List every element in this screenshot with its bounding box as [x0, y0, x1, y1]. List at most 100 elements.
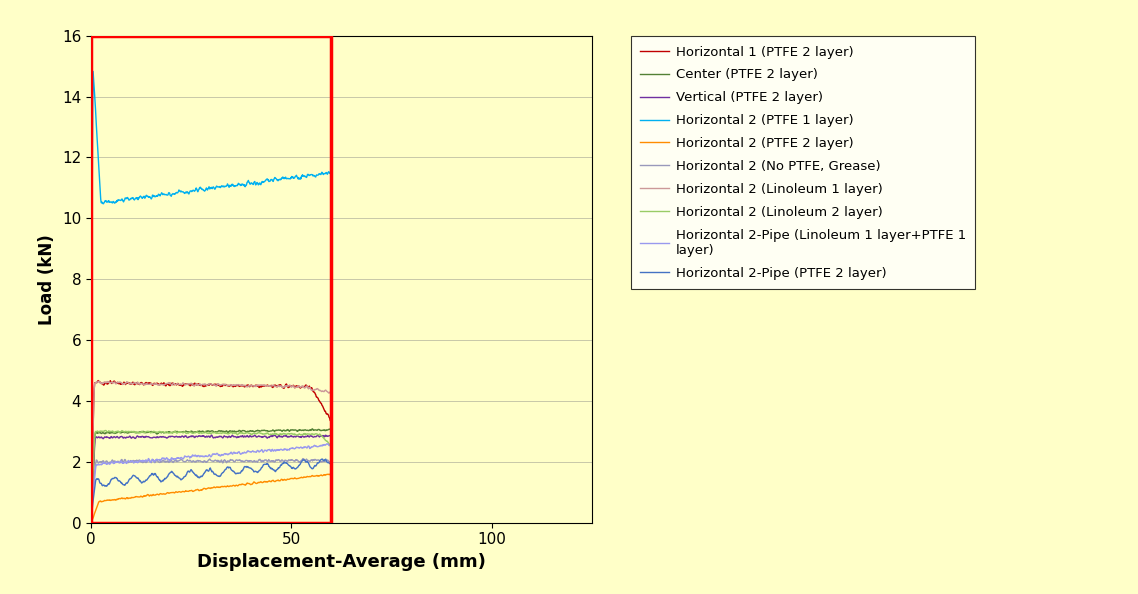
Horizontal 2 (No PTFE, Grease)	[265, 457, 279, 465]
Line: Horizontal 2 (No PTFE, Grease): Horizontal 2 (No PTFE, Grease)	[91, 459, 331, 514]
Horizontal 1 (PTFE 2 layer)	[324, 444, 338, 451]
Horizontal 2 (Linoleum 2 layer)	[245, 431, 258, 438]
Center (PTFE 2 layer)	[146, 429, 159, 436]
Horizontal 2 (Linoleum 2 layer)	[324, 461, 338, 468]
Horizontal 2 (PTFE 2 layer)	[324, 482, 338, 489]
Horizontal 2 (PTFE 2 layer)	[225, 482, 239, 489]
Horizontal 1 (PTFE 2 layer)	[84, 507, 98, 514]
Y-axis label: Load (kN): Load (kN)	[39, 234, 57, 324]
Horizontal 2 (Linoleum 1 layer)	[92, 378, 106, 385]
Horizontal 2 (Linoleum 1 layer)	[193, 381, 207, 388]
Vertical (PTFE 2 layer)	[245, 433, 258, 440]
Horizontal 2 (PTFE 2 layer)	[193, 486, 207, 494]
Horizontal 2 (PTFE 2 layer)	[84, 519, 98, 526]
Vertical (PTFE 2 layer)	[126, 434, 140, 441]
Line: Horizontal 2-Pipe (Linoleum 1 layer+PTFE 1
layer): Horizontal 2-Pipe (Linoleum 1 layer+PTFE…	[91, 444, 331, 517]
Vertical (PTFE 2 layer)	[226, 432, 240, 440]
Horizontal 2-Pipe (Linoleum 1 layer+PTFE 1
layer)	[126, 459, 140, 466]
Horizontal 1 (PTFE 2 layer)	[127, 380, 141, 387]
Horizontal 2 (Linoleum 2 layer)	[226, 429, 240, 437]
Horizontal 2 (PTFE 1 layer)	[86, 68, 100, 75]
Horizontal 2 (PTFE 2 layer)	[126, 494, 140, 501]
Horizontal 2 (PTFE 1 layer)	[147, 192, 160, 199]
Center (PTFE 2 layer)	[84, 512, 98, 519]
Line: Horizontal 2-Pipe (PTFE 2 layer): Horizontal 2-Pipe (PTFE 2 layer)	[91, 459, 331, 519]
Horizontal 1 (PTFE 2 layer)	[91, 377, 105, 384]
Center (PTFE 2 layer)	[265, 427, 279, 434]
Center (PTFE 2 layer)	[225, 428, 239, 435]
Horizontal 2 (No PTFE, Grease)	[193, 457, 207, 465]
Line: Horizontal 1 (PTFE 2 layer): Horizontal 1 (PTFE 2 layer)	[91, 381, 331, 511]
Legend: Horizontal 1 (PTFE 2 layer), Center (PTFE 2 layer), Vertical (PTFE 2 layer), Hor: Horizontal 1 (PTFE 2 layer), Center (PTF…	[632, 36, 975, 289]
Horizontal 1 (PTFE 2 layer)	[265, 384, 279, 391]
Horizontal 2 (Linoleum 1 layer)	[147, 381, 160, 388]
Horizontal 2-Pipe (Linoleum 1 layer+PTFE 1
layer)	[324, 462, 338, 469]
Vertical (PTFE 2 layer)	[146, 434, 159, 441]
Horizontal 2 (Linoleum 1 layer)	[127, 380, 141, 387]
Horizontal 2-Pipe (Linoleum 1 layer+PTFE 1
layer)	[225, 451, 239, 458]
Horizontal 2-Pipe (PTFE 2 layer)	[324, 476, 338, 483]
Horizontal 2 (PTFE 1 layer)	[193, 184, 207, 191]
Horizontal 2 (No PTFE, Grease)	[146, 456, 159, 463]
X-axis label: Displacement-Average (mm): Displacement-Average (mm)	[197, 553, 486, 571]
Horizontal 2 (No PTFE, Grease)	[324, 473, 338, 480]
Horizontal 2 (PTFE 2 layer)	[323, 470, 337, 478]
Center (PTFE 2 layer)	[193, 428, 207, 435]
Horizontal 2 (Linoleum 2 layer)	[99, 427, 113, 434]
Center (PTFE 2 layer)	[126, 428, 140, 435]
Horizontal 2 (Linoleum 1 layer)	[245, 382, 258, 389]
Horizontal 2 (Linoleum 1 layer)	[324, 421, 338, 428]
Horizontal 2-Pipe (Linoleum 1 layer+PTFE 1
layer)	[245, 448, 258, 455]
Horizontal 2 (PTFE 2 layer)	[245, 481, 258, 488]
Horizontal 2-Pipe (PTFE 2 layer)	[126, 472, 140, 479]
Horizontal 2 (Linoleum 1 layer)	[84, 510, 98, 517]
Horizontal 2-Pipe (PTFE 2 layer)	[84, 516, 98, 523]
Horizontal 2 (Linoleum 1 layer)	[265, 383, 279, 390]
Vertical (PTFE 2 layer)	[84, 514, 98, 521]
Vertical (PTFE 2 layer)	[324, 454, 338, 461]
Horizontal 2 (Linoleum 2 layer)	[265, 430, 279, 437]
Horizontal 2 (No PTFE, Grease)	[245, 457, 258, 465]
Horizontal 2 (No PTFE, Grease)	[126, 457, 140, 464]
Horizontal 2 (PTFE 2 layer)	[265, 477, 279, 484]
Horizontal 2 (PTFE 1 layer)	[324, 255, 338, 263]
Center (PTFE 2 layer)	[324, 450, 338, 457]
Line: Horizontal 2 (PTFE 1 layer): Horizontal 2 (PTFE 1 layer)	[91, 71, 331, 485]
Horizontal 1 (PTFE 2 layer)	[245, 382, 258, 389]
Line: Horizontal 2 (Linoleum 2 layer): Horizontal 2 (Linoleum 2 layer)	[91, 431, 331, 516]
Horizontal 2-Pipe (PTFE 2 layer)	[245, 465, 258, 472]
Horizontal 2 (Linoleum 2 layer)	[147, 428, 160, 435]
Horizontal 2 (Linoleum 2 layer)	[127, 428, 141, 435]
Vertical (PTFE 2 layer)	[205, 431, 218, 438]
Horizontal 2 (No PTFE, Grease)	[225, 456, 239, 463]
Horizontal 2-Pipe (Linoleum 1 layer+PTFE 1
layer)	[193, 453, 207, 460]
Horizontal 2 (PTFE 2 layer)	[146, 491, 159, 498]
Horizontal 2 (PTFE 1 layer)	[84, 482, 98, 489]
Line: Center (PTFE 2 layer): Center (PTFE 2 layer)	[91, 429, 331, 516]
Horizontal 2-Pipe (Linoleum 1 layer+PTFE 1
layer)	[84, 513, 98, 520]
Horizontal 2-Pipe (PTFE 2 layer)	[225, 467, 239, 474]
Horizontal 2-Pipe (PTFE 2 layer)	[146, 470, 159, 478]
Line: Horizontal 2 (PTFE 2 layer): Horizontal 2 (PTFE 2 layer)	[91, 474, 331, 523]
Horizontal 2-Pipe (PTFE 2 layer)	[265, 465, 279, 472]
Horizontal 2-Pipe (Linoleum 1 layer+PTFE 1
layer)	[265, 446, 279, 453]
Line: Horizontal 2 (Linoleum 1 layer): Horizontal 2 (Linoleum 1 layer)	[91, 381, 331, 513]
Horizontal 2-Pipe (PTFE 2 layer)	[193, 474, 207, 481]
Horizontal 1 (PTFE 2 layer)	[226, 383, 240, 390]
Horizontal 2 (PTFE 1 layer)	[226, 181, 240, 188]
Horizontal 2 (Linoleum 2 layer)	[193, 429, 207, 436]
Horizontal 2 (PTFE 1 layer)	[127, 196, 141, 203]
Center (PTFE 2 layer)	[245, 428, 258, 435]
Horizontal 2 (PTFE 1 layer)	[265, 177, 279, 184]
Horizontal 2-Pipe (Linoleum 1 layer+PTFE 1
layer)	[146, 456, 159, 463]
Center (PTFE 2 layer)	[306, 425, 320, 432]
Horizontal 2 (No PTFE, Grease)	[84, 510, 98, 517]
Vertical (PTFE 2 layer)	[265, 432, 279, 440]
Horizontal 1 (PTFE 2 layer)	[147, 381, 160, 388]
Horizontal 2 (No PTFE, Grease)	[296, 455, 310, 462]
Horizontal 2-Pipe (Linoleum 1 layer+PTFE 1
layer)	[321, 440, 335, 447]
Horizontal 1 (PTFE 2 layer)	[193, 382, 207, 389]
Horizontal 2-Pipe (PTFE 2 layer)	[315, 456, 329, 463]
Horizontal 2 (Linoleum 1 layer)	[226, 381, 240, 388]
Line: Vertical (PTFE 2 layer): Vertical (PTFE 2 layer)	[91, 435, 331, 517]
